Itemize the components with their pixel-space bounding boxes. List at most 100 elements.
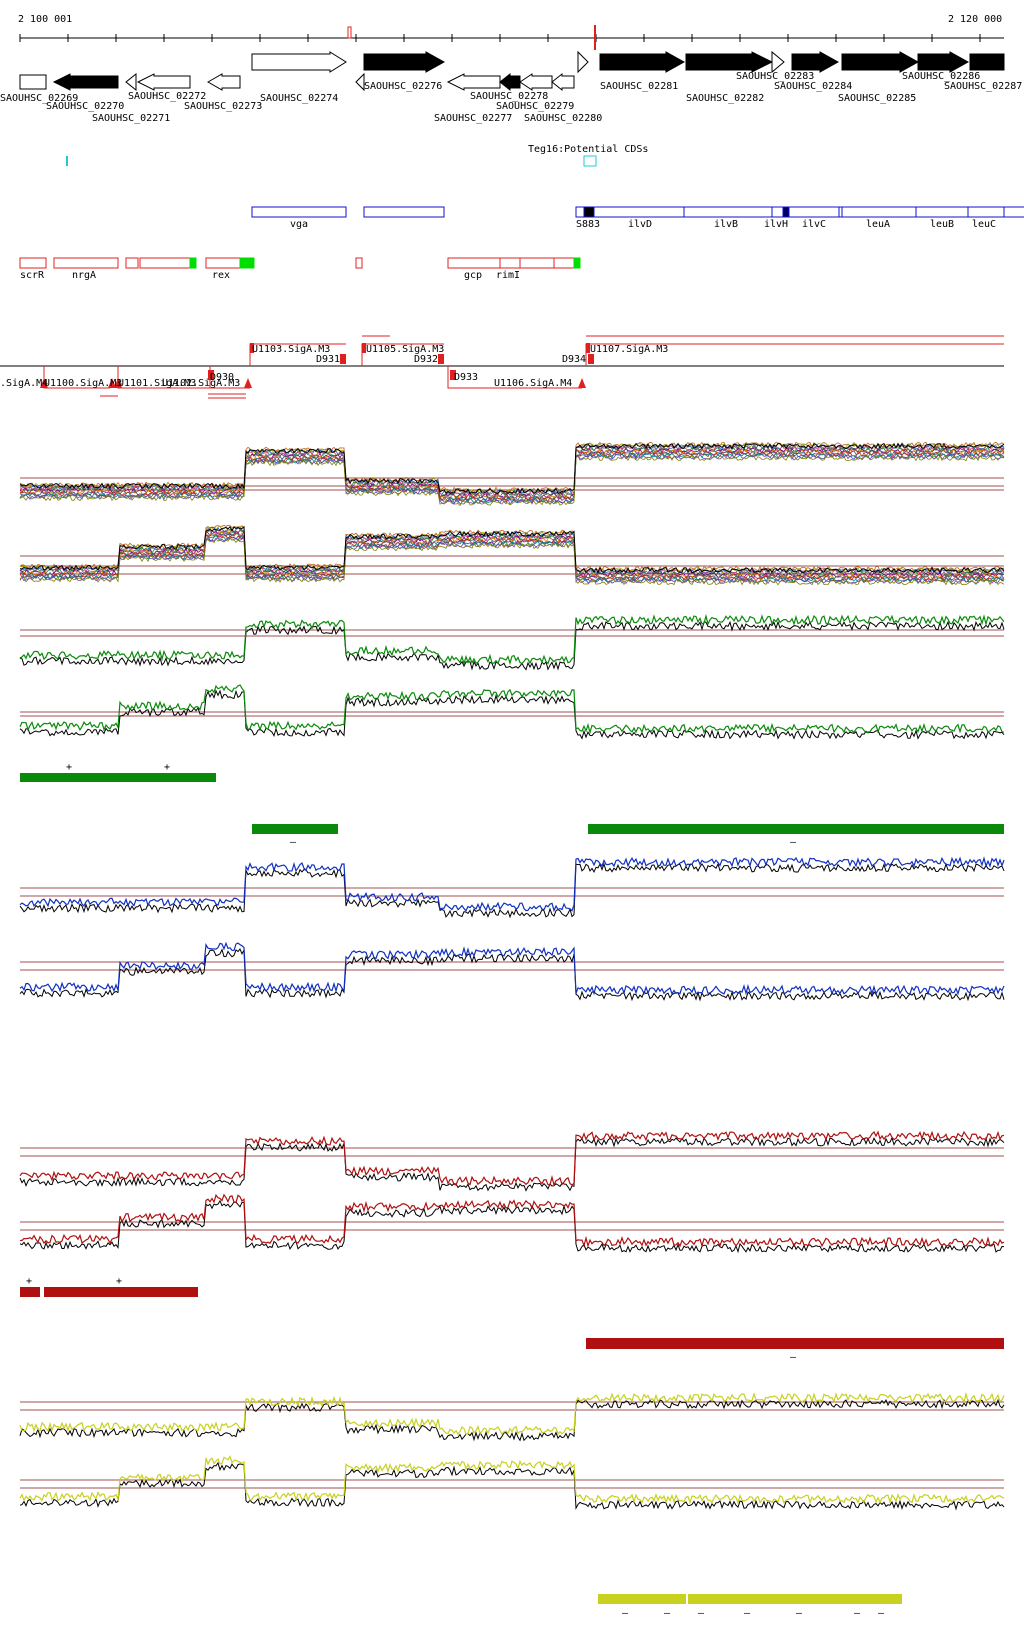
profile-line	[19, 445, 1005, 497]
gene-arrow[interactable]	[446, 73, 501, 91]
operon-track	[251, 206, 1024, 218]
operon-box[interactable]	[788, 206, 840, 218]
gene-arrow[interactable]	[551, 72, 575, 92]
segment-bar[interactable]	[44, 1287, 198, 1297]
segment-bar[interactable]	[252, 824, 338, 834]
regulon-site[interactable]	[239, 257, 255, 269]
segment-bar[interactable]	[688, 1594, 902, 1604]
regulon-box[interactable]	[53, 257, 119, 269]
operon-box[interactable]	[363, 206, 445, 218]
regulon-box[interactable]	[125, 257, 139, 269]
regulon-label: rimI	[496, 270, 520, 281]
gene-label: SAOUHSC_02279	[496, 101, 574, 112]
segment-sign: –	[744, 1608, 751, 1619]
operon-box[interactable]	[771, 206, 785, 218]
operon-label: ilvD	[628, 219, 652, 230]
operon-box[interactable]	[915, 206, 969, 218]
segment-bar[interactable]	[20, 1287, 40, 1297]
regulon-box[interactable]	[205, 257, 241, 269]
gene-arrow[interactable]	[136, 73, 191, 91]
operon-box[interactable]	[841, 206, 917, 218]
regulon-label: scrR	[20, 270, 45, 281]
gene-arrow[interactable]	[363, 51, 446, 73]
regulon-box[interactable]	[499, 257, 521, 269]
gene-arrow[interactable]	[841, 51, 920, 73]
terminator-marker[interactable]	[208, 370, 214, 380]
terminator-marker[interactable]	[438, 354, 444, 364]
regulon-label: nrgA	[72, 270, 96, 281]
regulon-box[interactable]	[519, 257, 555, 269]
operon-box[interactable]	[575, 206, 1024, 218]
gene-arrow[interactable]	[791, 51, 840, 73]
profile-line	[19, 1193, 1005, 1248]
profile-line-reference	[19, 1461, 1005, 1511]
gene-arrow[interactable]	[577, 50, 589, 74]
operon-fill-box[interactable]	[782, 206, 790, 218]
transcript-label: D934	[562, 354, 586, 365]
gene-arrow[interactable]	[206, 73, 241, 91]
gene-arrow[interactable]	[125, 72, 137, 92]
segment-bar[interactable]	[598, 1594, 686, 1604]
operon-box[interactable]	[967, 206, 1005, 218]
profile-line	[19, 449, 1005, 502]
tss-marker[interactable]	[114, 378, 122, 388]
tss-marker[interactable]	[578, 378, 586, 388]
profile-line	[19, 537, 1005, 585]
regulon-site[interactable]	[189, 257, 197, 269]
segment-bar[interactable]	[588, 824, 1004, 834]
gene-arrow[interactable]	[519, 73, 553, 91]
tss-marker[interactable]	[244, 378, 252, 388]
tss-marker[interactable]	[250, 343, 254, 353]
segment-sign: +	[164, 762, 170, 773]
operon-label: leuA	[866, 219, 890, 230]
gene-arrow[interactable]	[355, 72, 365, 92]
profile-line	[19, 451, 1005, 503]
gene-arrow[interactable]	[771, 50, 785, 74]
gene-arrow[interactable]	[19, 74, 47, 90]
gene-arrow[interactable]	[599, 51, 686, 73]
operon-fill-box[interactable]	[583, 206, 595, 218]
tss-marker[interactable]	[362, 343, 366, 353]
regulon-box[interactable]	[553, 257, 575, 269]
profile-line-reference	[19, 862, 1005, 919]
gene-arrow[interactable]	[251, 51, 347, 73]
operon-box[interactable]	[251, 206, 347, 218]
potential-cds-box[interactable]	[583, 155, 597, 167]
gene-label: SAOUHSC_02278	[470, 91, 548, 102]
axis-cursor[interactable]	[594, 25, 596, 50]
segment-bar[interactable]	[586, 1338, 1004, 1349]
operon-box[interactable]	[683, 206, 773, 218]
segment-sign: –	[790, 837, 797, 848]
terminator-marker[interactable]	[450, 370, 456, 380]
transcript-label: U1100.SigA.M3	[44, 378, 122, 389]
profile-line-reference	[19, 1398, 1005, 1442]
regulon-box[interactable]	[355, 257, 363, 269]
transcript-label: U1102.SigA.M3	[162, 378, 240, 389]
regulon-box[interactable]	[447, 257, 501, 269]
gene-label: SAOUHSC_02284	[774, 81, 852, 92]
regulon-label: gcp	[464, 270, 482, 281]
gene-label: SAOUHSC_02281	[600, 81, 678, 92]
gene-track: SAOUHSC_02269 SAOUHSC_02270 SAOUHSC_0227…	[0, 50, 1022, 124]
segment-sign: +	[116, 1276, 122, 1287]
gene-arrow[interactable]	[52, 73, 119, 91]
segment-bar[interactable]	[20, 773, 216, 782]
terminator-marker[interactable]	[588, 354, 594, 364]
gene-arrow[interactable]	[969, 53, 1005, 71]
regulon-site[interactable]	[573, 257, 581, 269]
regulon-box[interactable]	[19, 257, 47, 269]
tss-marker[interactable]	[40, 378, 48, 388]
gene-label: SAOUHSC_02282	[686, 93, 764, 104]
tss-marker[interactable]	[586, 343, 590, 353]
segment-sign: +	[66, 762, 72, 773]
operon-box[interactable]	[593, 206, 685, 218]
gene-arrow[interactable]	[917, 51, 970, 73]
terminator-marker[interactable]	[340, 354, 346, 364]
regulon-box[interactable]	[139, 257, 191, 269]
tss-marker[interactable]	[108, 378, 116, 388]
operon-labels: vga S883 ilvD ilvB ilvH ilvC leuA leuB l…	[290, 219, 996, 230]
gene-arrow[interactable]	[685, 51, 774, 73]
gene-arrow[interactable]	[499, 72, 521, 92]
transcript-label: D932	[414, 354, 438, 365]
potential-cds-mark[interactable]	[66, 156, 68, 166]
